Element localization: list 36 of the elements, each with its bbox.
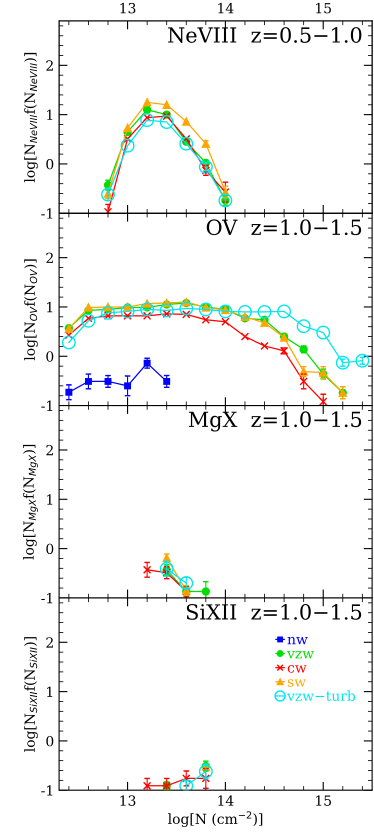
x2-tick-label: 14 [218, 2, 234, 14]
x2-tick-label: 13 [120, 2, 136, 14]
x-tick-label: 15 [316, 795, 331, 806]
y-tick-label: 2 [46, 444, 53, 456]
y-axis-title: log[N$_{SiXII}$f(N$_{SiXII}$)] [24, 637, 38, 752]
y-tick-label: -1 [41, 400, 52, 411]
y-tick-label: 1 [47, 686, 52, 697]
chart-title: OV z=1.0−1.5 [206, 219, 362, 236]
y-tick-label: 2 [46, 60, 53, 71]
legend-label: sw [288, 679, 306, 687]
y-axis-title: log[N$_{OV}$f(N$_{OV}$)] [24, 259, 38, 360]
x2-tick-label: 15 [316, 2, 331, 14]
chart-title: MgX z=1.0−1.5 [188, 411, 362, 432]
y-tick-label: -1 [41, 785, 52, 796]
y-axis-title: log[N$_{NeVIII}$f(N$_{NeVIII}$)] [24, 52, 38, 182]
legend-label: nw [288, 636, 308, 644]
y-tick-label: -1 [41, 592, 52, 604]
x-axis-title: log[N (cm$^{−2}$)] [168, 811, 262, 827]
y-tick-label: 2 [46, 252, 53, 263]
x-tick-label: 14 [218, 795, 234, 806]
y-tick-label: 1 [47, 302, 52, 312]
chart-title: NeVIII z=0.5−1.0 [168, 27, 362, 43]
x-tick-label: 13 [120, 795, 136, 806]
y-tick-label: 0 [46, 158, 54, 170]
y-tick-label: 0 [46, 544, 54, 554]
legend-label: vzw−turb [287, 690, 356, 701]
y-axis-title: log[N$_{MgX}$f(N$_{MgX}$)] [23, 444, 38, 560]
y-tick-label: 0 [46, 736, 54, 746]
y-tick-label: 1 [47, 494, 52, 505]
y-tick-label: 1 [47, 110, 52, 120]
y-tick-label: -1 [41, 208, 52, 219]
legend-label: cw [288, 665, 307, 673]
legend-label: vzw [287, 651, 314, 658]
y-tick-label: 0 [46, 351, 54, 362]
chart-title: SiXII z=1.0−1.5 [186, 604, 362, 620]
y-tick-label: 2 [46, 637, 53, 648]
